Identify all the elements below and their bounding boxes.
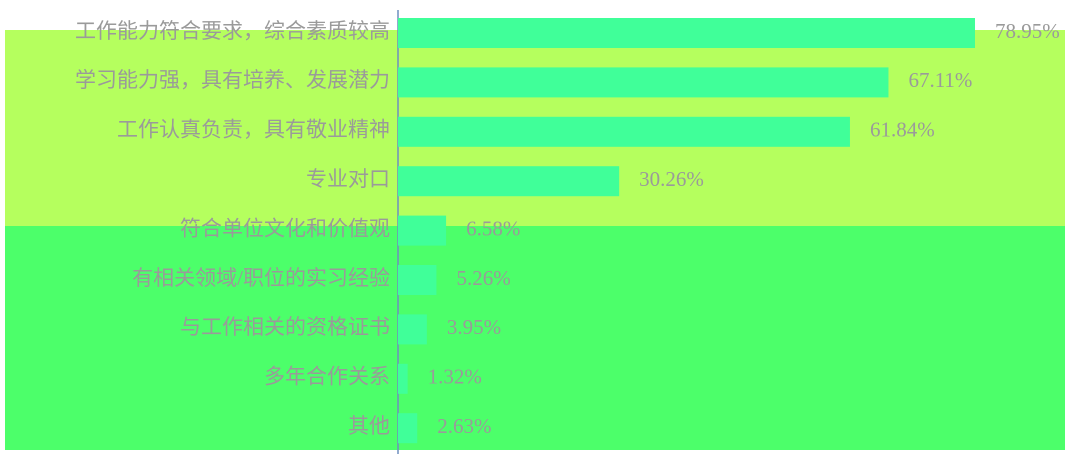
bar — [398, 18, 975, 48]
value-label: 2.63% — [437, 414, 491, 438]
value-label: 30.26% — [639, 167, 704, 191]
value-label: 5.26% — [456, 266, 510, 290]
category-label: 有相关领域/职位的实习经验 — [132, 266, 390, 290]
category-label: 工作能力符合要求，综合素质较高 — [75, 19, 390, 43]
value-label: 78.95% — [995, 19, 1060, 43]
background-lower — [5, 226, 1065, 450]
value-label: 67.11% — [908, 68, 972, 92]
category-label: 工作认真负责，具有敬业精神 — [117, 118, 390, 142]
value-label: 3.95% — [447, 315, 501, 339]
bar — [398, 116, 850, 147]
category-label: 其他 — [348, 414, 390, 438]
bar — [398, 215, 447, 246]
bar — [398, 67, 889, 98]
bar — [398, 166, 620, 197]
value-label: 1.32% — [428, 365, 482, 389]
bar — [398, 363, 408, 394]
category-label: 符合单位文化和价值观 — [180, 216, 390, 240]
bar — [398, 314, 427, 345]
bar — [398, 413, 418, 444]
value-label: 6.58% — [466, 216, 520, 240]
value-label: 61.84% — [870, 118, 935, 142]
category-label: 与工作相关的资格证书 — [180, 315, 390, 339]
bar — [398, 265, 437, 295]
category-label: 专业对口 — [306, 167, 390, 191]
category-label: 多年合作关系 — [264, 365, 390, 389]
category-label: 学习能力强，具有培养、发展潜力 — [75, 68, 390, 92]
